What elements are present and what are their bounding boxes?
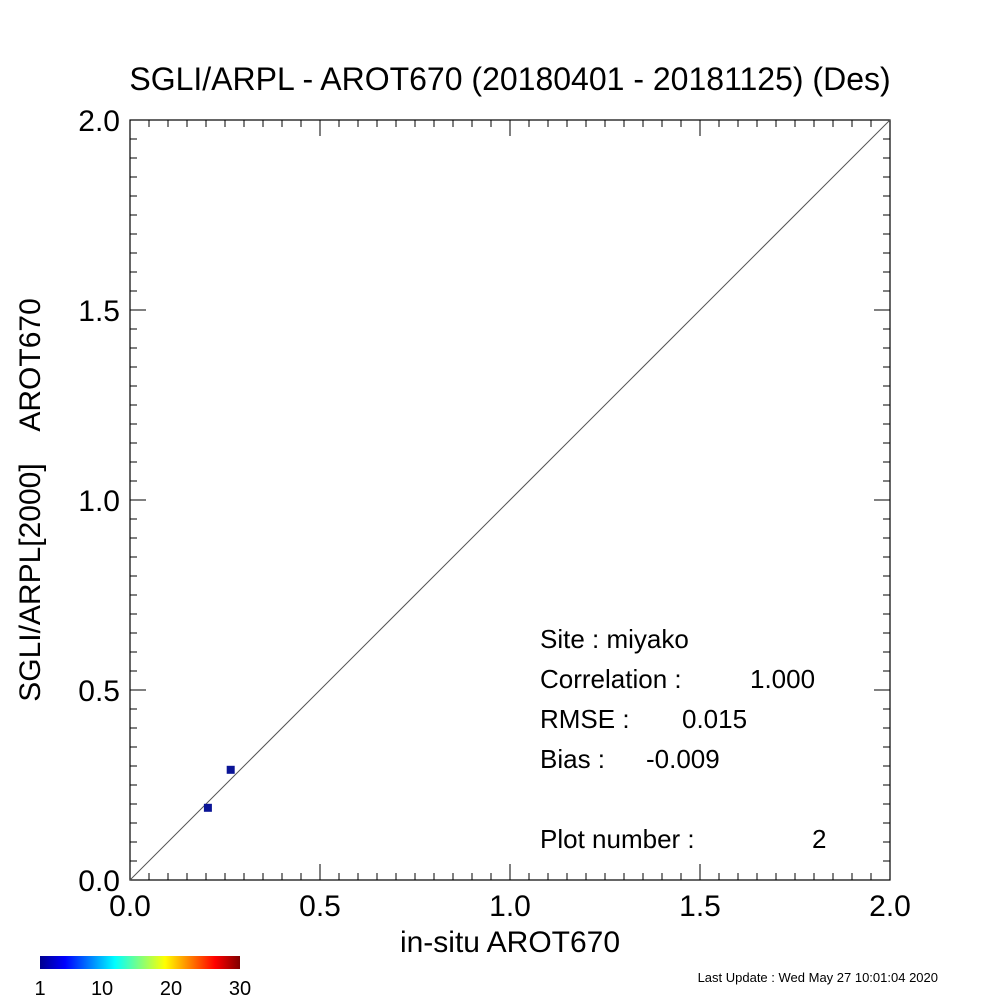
stat-correlation-value: 1.000 [750,664,816,694]
colorbar-tick-labels: 1 10 20 30 [34,978,251,1000]
y-tick-label: 1.5 [78,295,120,328]
colorbar-tick-label: 1 [34,978,45,1000]
data-point [226,765,235,774]
colorbar-tick-label: 30 [229,978,251,1000]
minor-ticks [130,120,890,880]
y-tick-label: 0.0 [78,865,120,898]
last-update-text: Last Update : Wed May 27 10:01:04 2020 [697,970,938,985]
one-to-one-line [129,119,891,881]
data-point [203,803,212,812]
stat-rmse-label: RMSE : [540,704,630,734]
y-tick-label: 2.0 [78,105,120,138]
stat-plot-number-label: Plot number : [540,824,695,854]
chart-title: SGLI/ARPL - AROT670 (20180401 - 20181125… [129,61,890,97]
x-tick-labels: 0.0 0.5 1.0 1.5 2.0 [109,890,911,923]
colorbar [40,956,240,969]
colorbar-tick-label: 10 [91,978,113,1000]
major-ticks [129,119,891,881]
y-tick-label: 1.0 [78,485,120,518]
x-axis-label: in-situ AROT670 [400,926,620,959]
x-tick-label: 0.5 [299,890,341,923]
x-tick-label: 2.0 [869,890,911,923]
stat-rmse-value: 0.015 [682,704,748,734]
y-axis-label: SGLI/ARPL[2000] AROT670 [14,298,47,702]
x-tick-label: 1.5 [679,890,721,923]
stat-plot-number-value: 2 [812,824,827,854]
data-points [203,765,235,812]
y-tick-label: 0.5 [78,675,120,708]
colorbar-tick-label: 20 [160,978,182,1000]
stat-site: Site : miyako [540,624,689,654]
x-tick-label: 0.0 [109,890,151,923]
y-tick-labels: 0.0 0.5 1.0 1.5 2.0 [78,105,120,898]
x-tick-label: 1.0 [489,890,531,923]
stat-bias-label: Bias : [540,744,606,774]
stat-bias-value: -0.009 [646,744,720,774]
stat-correlation-label: Correlation : [540,664,682,694]
